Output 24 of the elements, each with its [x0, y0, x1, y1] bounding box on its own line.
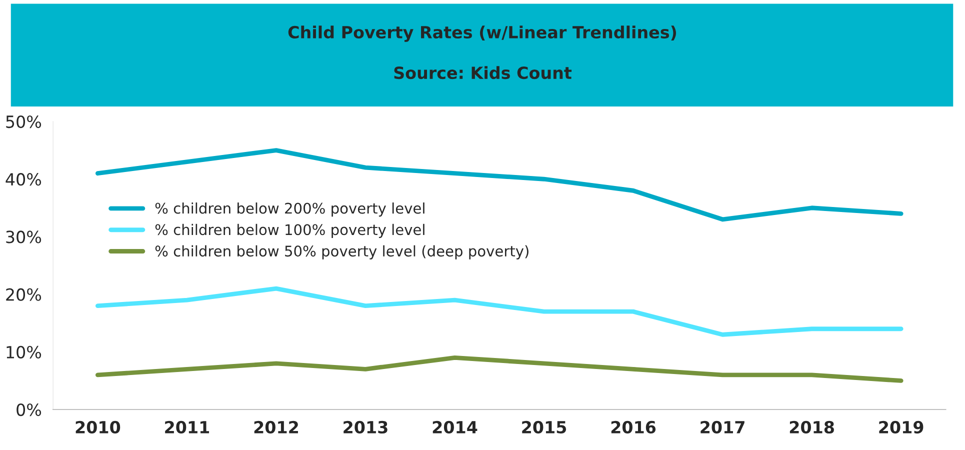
- x-tick-label: 2013: [344, 420, 388, 434]
- x-tick-label: 2010: [76, 420, 120, 434]
- y-tick-label: 20%: [6, 288, 42, 301]
- legend-label: % children below 50% poverty level (deep poverty): [155, 245, 528, 260]
- x-tick-label: 2012: [254, 420, 298, 434]
- x-tick-label: 2019: [879, 420, 924, 434]
- y-tick-label: 10%: [6, 346, 42, 358]
- x-tick-label: 2016: [611, 420, 656, 434]
- x-tick-label: 2011: [165, 420, 210, 434]
- x-tick-label: 2014: [432, 420, 478, 434]
- legend-label: % children below 200% poverty level: [155, 202, 424, 217]
- x-tick-label: 2018: [790, 420, 834, 434]
- y-tick-label: 50%: [6, 115, 42, 128]
- chart-subtitle: Source: Kids Count: [394, 66, 572, 80]
- line-series: [95, 355, 904, 383]
- line-series: [95, 148, 904, 222]
- legend-label: % children below 100% poverty level: [155, 224, 424, 238]
- y-tick-label: 0%: [16, 403, 42, 416]
- y-tick-label: 30%: [6, 230, 42, 244]
- x-tick-label: 2017: [700, 420, 744, 434]
- line-series: [95, 286, 904, 337]
- x-tick-label: 2015: [522, 420, 566, 434]
- y-tick-label: 40%: [6, 173, 42, 186]
- chart-title: Child Poverty Rates (w/Linear Trendlines): [288, 26, 676, 42]
